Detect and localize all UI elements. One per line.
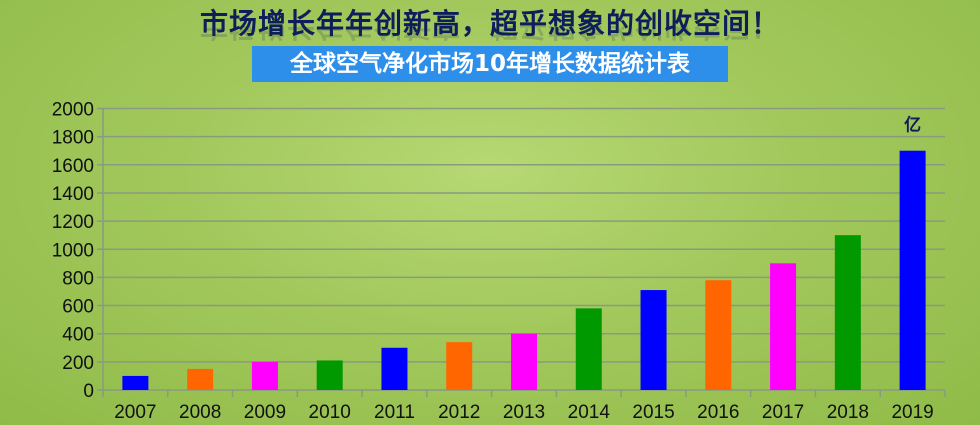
x-tick-label: 2011 xyxy=(374,402,415,423)
bar-2014 xyxy=(575,308,602,390)
x-tick-label: 2019 xyxy=(891,402,933,423)
x-tick-label: 2008 xyxy=(179,402,221,423)
y-tick-label: 0 xyxy=(83,381,94,402)
bar-2012 xyxy=(446,342,473,390)
y-tick-label: 1800 xyxy=(52,128,94,149)
bar-2013 xyxy=(511,333,537,390)
x-tick-label: 2017 xyxy=(762,402,804,423)
unit-label: 亿 xyxy=(904,115,921,136)
x-tick-label: 2012 xyxy=(438,402,480,423)
bar-2017 xyxy=(770,263,797,390)
y-tick-label: 1400 xyxy=(52,184,94,205)
bar-2010 xyxy=(316,360,343,390)
y-tick-label: 400 xyxy=(62,325,94,346)
y-tick-label: 1000 xyxy=(52,240,94,261)
bar-2009 xyxy=(251,361,278,390)
bar-2019 xyxy=(899,150,926,390)
y-tick-label: 200 xyxy=(62,353,94,374)
x-tick-label: 2010 xyxy=(309,402,351,423)
x-tick-label: 2015 xyxy=(632,402,674,423)
bar-2011 xyxy=(381,347,408,390)
y-tick-label: 800 xyxy=(62,268,94,289)
x-tick-label: 2014 xyxy=(568,402,611,423)
bar-2016 xyxy=(705,280,732,390)
x-tick-label: 2007 xyxy=(114,402,156,423)
headline: 市场增长年年创新高，超乎想象的创收空间！ xyxy=(199,7,780,40)
x-tick-label: 2016 xyxy=(697,402,739,423)
y-tick-label: 1200 xyxy=(52,212,94,233)
y-tick-label: 2000 xyxy=(52,100,94,121)
bar-2008 xyxy=(187,368,214,390)
bar-2015 xyxy=(640,290,667,390)
bar-2007 xyxy=(122,375,149,390)
x-tick-label: 2013 xyxy=(503,402,545,423)
x-tick-label: 2018 xyxy=(827,402,869,423)
bar-2018 xyxy=(834,235,861,390)
y-tick-label: 1600 xyxy=(52,156,94,177)
x-tick-label: 2009 xyxy=(244,402,286,423)
y-tick-label: 600 xyxy=(62,297,94,318)
chart-title: 全球空气净化市场10年增长数据统计表 xyxy=(252,46,728,82)
